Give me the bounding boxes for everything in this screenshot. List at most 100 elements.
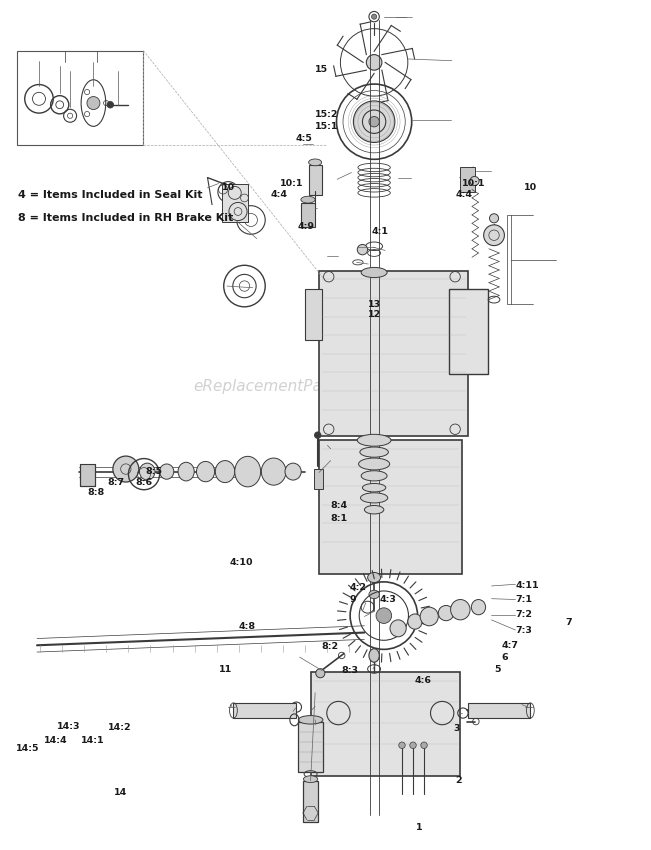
- Text: 6: 6: [502, 654, 508, 662]
- Text: eReplacementParts.com: eReplacementParts.com: [193, 379, 380, 394]
- Ellipse shape: [197, 462, 215, 482]
- Text: 15:1: 15:1: [314, 122, 338, 131]
- Ellipse shape: [420, 607, 438, 626]
- Bar: [301, 203, 315, 227]
- Ellipse shape: [438, 605, 454, 620]
- Circle shape: [316, 669, 325, 677]
- Bar: [468, 703, 531, 718]
- Bar: [222, 184, 248, 222]
- Ellipse shape: [360, 447, 389, 457]
- Ellipse shape: [363, 484, 386, 492]
- Text: 8:1: 8:1: [330, 513, 347, 523]
- Ellipse shape: [357, 434, 391, 446]
- Text: 2: 2: [455, 776, 462, 785]
- Ellipse shape: [215, 461, 235, 483]
- Bar: [309, 165, 322, 195]
- Ellipse shape: [369, 590, 380, 598]
- Ellipse shape: [361, 493, 388, 503]
- Bar: [314, 469, 323, 490]
- Ellipse shape: [178, 462, 194, 481]
- Bar: [449, 290, 488, 374]
- Text: 7: 7: [565, 618, 572, 627]
- Ellipse shape: [369, 649, 380, 662]
- Circle shape: [314, 432, 321, 439]
- Ellipse shape: [115, 462, 133, 481]
- Circle shape: [484, 225, 505, 246]
- Circle shape: [490, 213, 499, 223]
- Text: 4:11: 4:11: [516, 581, 539, 591]
- Text: 8:8: 8:8: [87, 488, 104, 497]
- Circle shape: [367, 54, 382, 71]
- Text: 15:2: 15:2: [314, 110, 338, 119]
- Ellipse shape: [159, 464, 174, 479]
- Text: 4:6: 4:6: [414, 676, 432, 684]
- Ellipse shape: [235, 456, 260, 487]
- Text: 8:2: 8:2: [321, 643, 338, 651]
- Text: 8:6: 8:6: [135, 478, 152, 487]
- Text: 4 = Items Included in Seal Kit: 4 = Items Included in Seal Kit: [18, 190, 202, 200]
- Bar: [319, 271, 468, 436]
- Text: 15: 15: [314, 65, 327, 74]
- Text: 11: 11: [219, 666, 232, 674]
- Text: 7:3: 7:3: [516, 626, 533, 635]
- Bar: [17, 50, 143, 145]
- Text: 12: 12: [368, 310, 381, 320]
- Text: 14:1: 14:1: [81, 735, 104, 745]
- Circle shape: [87, 97, 100, 110]
- Text: 4:4: 4:4: [455, 190, 472, 199]
- Text: 4:8: 4:8: [239, 622, 256, 632]
- Bar: [305, 290, 322, 340]
- Text: 8:4: 8:4: [330, 501, 347, 510]
- Ellipse shape: [471, 599, 486, 615]
- Text: 14: 14: [114, 788, 128, 797]
- Text: 5: 5: [494, 666, 501, 674]
- Text: 4:2: 4:2: [350, 583, 367, 592]
- Ellipse shape: [408, 614, 422, 629]
- Text: 1: 1: [416, 823, 423, 832]
- Ellipse shape: [361, 471, 387, 481]
- Text: 4:3: 4:3: [380, 595, 397, 604]
- Ellipse shape: [301, 196, 315, 203]
- Ellipse shape: [303, 776, 318, 783]
- Text: 4:1: 4:1: [372, 227, 389, 236]
- Bar: [234, 703, 296, 718]
- Text: 7:1: 7:1: [516, 595, 533, 604]
- Ellipse shape: [390, 620, 406, 637]
- Ellipse shape: [361, 268, 387, 278]
- Bar: [303, 781, 318, 821]
- Text: 8:3: 8:3: [341, 666, 358, 675]
- Text: 10: 10: [524, 184, 537, 192]
- Text: 10:1: 10:1: [462, 179, 485, 188]
- Circle shape: [372, 14, 377, 20]
- Ellipse shape: [368, 572, 381, 582]
- Circle shape: [470, 177, 479, 185]
- Text: 13: 13: [368, 300, 381, 309]
- Ellipse shape: [285, 463, 301, 480]
- Text: 14:3: 14:3: [57, 722, 81, 731]
- Ellipse shape: [309, 159, 322, 166]
- Ellipse shape: [359, 458, 390, 470]
- Circle shape: [369, 116, 380, 127]
- Text: 14:5: 14:5: [16, 744, 39, 753]
- Ellipse shape: [139, 463, 155, 480]
- Text: 8:5: 8:5: [145, 468, 162, 476]
- Circle shape: [399, 742, 405, 749]
- Circle shape: [357, 245, 368, 255]
- Text: 10:1: 10:1: [280, 179, 303, 188]
- Text: 3: 3: [454, 724, 460, 733]
- Circle shape: [223, 187, 234, 197]
- Text: 4:4: 4:4: [270, 190, 287, 199]
- Ellipse shape: [298, 716, 323, 724]
- Bar: [319, 440, 462, 574]
- Ellipse shape: [450, 599, 470, 620]
- Bar: [460, 167, 475, 192]
- Bar: [311, 672, 460, 776]
- Text: 4:10: 4:10: [230, 558, 253, 567]
- Text: 4:7: 4:7: [502, 641, 519, 649]
- Circle shape: [107, 101, 113, 108]
- Bar: [298, 722, 323, 773]
- Circle shape: [113, 456, 139, 482]
- Circle shape: [421, 742, 427, 749]
- Circle shape: [376, 608, 392, 623]
- Text: 4:5: 4:5: [296, 134, 312, 143]
